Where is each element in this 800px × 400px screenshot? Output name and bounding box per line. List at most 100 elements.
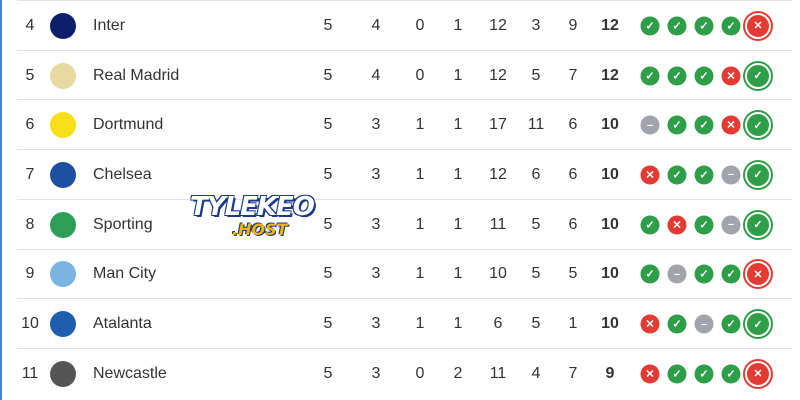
watermark-logo-sub: .HOST xyxy=(232,220,288,239)
table-row[interactable]: 6 Dortmund 5 3 1 1 17 11 6 10– ✓ ✓ ✕ ✓ xyxy=(17,99,792,150)
stat-p: 5 xyxy=(323,265,333,283)
stat-p: 5 xyxy=(323,116,333,134)
stat-pts: 10 xyxy=(601,165,619,183)
form-win-icon: ✓ xyxy=(640,215,660,235)
table-row[interactable]: 11 Newcastle 5 3 0 2 11 4 7 9 ✕ ✓ ✓ ✓ ✕ xyxy=(17,347,792,399)
stat-w: 3 xyxy=(371,165,381,183)
stat-d: 1 xyxy=(415,265,425,283)
dortmund-logo xyxy=(50,112,76,139)
rank: 11 xyxy=(21,364,39,382)
stat-ga: 5 xyxy=(531,215,541,233)
team-name[interactable]: Chelsea xyxy=(93,165,152,183)
form-draw-icon: – xyxy=(640,115,660,135)
form-win-icon: ✓ xyxy=(667,364,687,384)
stat-ga: 6 xyxy=(531,165,541,183)
stat-pts: 9 xyxy=(605,364,615,382)
form-win-icon: ✓ xyxy=(667,66,687,86)
form-win-icon: ✓ xyxy=(640,66,660,86)
form-win-icon: ✓ xyxy=(694,264,714,284)
form-loss-icon: ✕ xyxy=(745,12,771,39)
table-row[interactable]: 4 Inter 5 4 0 1 12 3 9 12 ✓ ✓ ✓ ✓ ✕ xyxy=(17,0,792,51)
watermark-logo: TYLEKEO xyxy=(190,192,315,222)
form-win-icon: ✓ xyxy=(721,264,741,284)
team-name[interactable]: Atalanta xyxy=(93,315,152,333)
table-row[interactable]: 8 Sporting 5 3 1 1 11 5 6 10 ✓ ✕ ✓ – ✓ xyxy=(17,198,792,250)
table-row[interactable]: 9 Man City 5 3 1 1 10 5 5 10 ✓ – ✓ ✓ ✕ xyxy=(17,248,792,300)
team-name[interactable]: Inter xyxy=(93,16,126,34)
stat-w: 3 xyxy=(371,265,381,283)
rank: 6 xyxy=(25,116,35,134)
form-win-icon: ✓ xyxy=(745,112,771,139)
form-loss-icon: ✕ xyxy=(667,215,687,235)
stat-d: 1 xyxy=(415,215,425,233)
team-name[interactable]: Man City xyxy=(93,265,157,283)
form-win-icon: ✓ xyxy=(694,215,714,235)
stat-gd: 5 xyxy=(568,265,578,283)
left-accent-border xyxy=(0,0,2,400)
form-win-icon: ✓ xyxy=(694,16,714,36)
stat-l: 1 xyxy=(453,116,463,134)
team-name[interactable]: Sporting xyxy=(93,215,153,233)
sporting-logo xyxy=(50,211,76,238)
stat-gf: 10 xyxy=(489,265,507,283)
stat-pts: 10 xyxy=(601,265,619,283)
form-loss-icon: ✕ xyxy=(745,261,771,288)
stat-gf: 11 xyxy=(489,364,507,382)
stat-gf: 17 xyxy=(489,116,507,134)
stat-d: 0 xyxy=(415,66,425,84)
form-loss-icon: ✕ xyxy=(640,314,660,334)
stat-d: 0 xyxy=(415,16,425,34)
stat-pts: 10 xyxy=(601,116,619,134)
form-draw-icon: – xyxy=(721,215,741,235)
rank: 4 xyxy=(25,16,35,34)
stat-pts: 10 xyxy=(601,315,619,333)
table-row[interactable]: 10 Atalanta 5 3 1 1 6 5 1 10 ✕ ✓ – ✓ ✓ xyxy=(17,298,792,349)
stat-w: 4 xyxy=(371,66,381,84)
form-win-icon: ✓ xyxy=(694,364,714,384)
stat-ga: 5 xyxy=(531,66,541,84)
form-win-icon: ✓ xyxy=(694,115,714,135)
form-win-icon: ✓ xyxy=(694,66,714,86)
stat-ga: 5 xyxy=(531,265,541,283)
form-win-icon: ✓ xyxy=(667,165,687,185)
stat-p: 5 xyxy=(323,66,333,84)
stat-p: 5 xyxy=(323,165,333,183)
stat-l: 1 xyxy=(453,16,463,34)
inter-logo xyxy=(50,12,76,39)
stat-ga: 11 xyxy=(527,116,545,134)
team-name[interactable]: Dortmund xyxy=(93,116,164,134)
table-row[interactable]: 5 Real Madrid 5 4 0 1 12 5 7 12 ✓ ✓ ✓ ✕ ✓ xyxy=(17,49,792,101)
rank: 9 xyxy=(25,265,35,283)
stat-ga: 4 xyxy=(531,364,541,382)
stat-w: 3 xyxy=(371,116,381,134)
form-win-icon: ✓ xyxy=(640,16,660,36)
form-draw-icon: – xyxy=(721,165,741,185)
form-loss-icon: ✕ xyxy=(721,115,741,135)
rank: 10 xyxy=(21,315,39,333)
form-win-icon: ✓ xyxy=(721,364,741,384)
stat-ga: 3 xyxy=(531,16,541,34)
newcastle-logo xyxy=(50,360,76,387)
team-name[interactable]: Newcastle xyxy=(93,364,167,382)
stat-d: 1 xyxy=(415,165,425,183)
rank: 5 xyxy=(25,66,35,84)
table-row[interactable]: 7 Chelsea 5 3 1 1 12 6 6 10 ✕ ✓ ✓ – ✓ xyxy=(17,149,792,200)
form-win-icon: ✓ xyxy=(694,165,714,185)
chelsea-logo xyxy=(50,161,76,188)
stat-gd: 6 xyxy=(568,215,578,233)
stat-w: 4 xyxy=(371,16,381,34)
stat-d: 1 xyxy=(415,315,425,333)
stat-pts: 10 xyxy=(601,215,619,233)
form-draw-icon: – xyxy=(667,264,687,284)
stat-gf: 12 xyxy=(489,66,507,84)
stat-l: 1 xyxy=(453,215,463,233)
stat-gf: 6 xyxy=(493,315,503,333)
atalanta-logo xyxy=(50,311,76,338)
form-win-icon: ✓ xyxy=(745,62,771,89)
stat-gd: 6 xyxy=(568,116,578,134)
stat-w: 3 xyxy=(371,364,381,382)
team-name[interactable]: Real Madrid xyxy=(93,66,180,84)
stat-p: 5 xyxy=(323,16,333,34)
stat-gd: 6 xyxy=(568,165,578,183)
form-win-icon: ✓ xyxy=(745,311,771,338)
